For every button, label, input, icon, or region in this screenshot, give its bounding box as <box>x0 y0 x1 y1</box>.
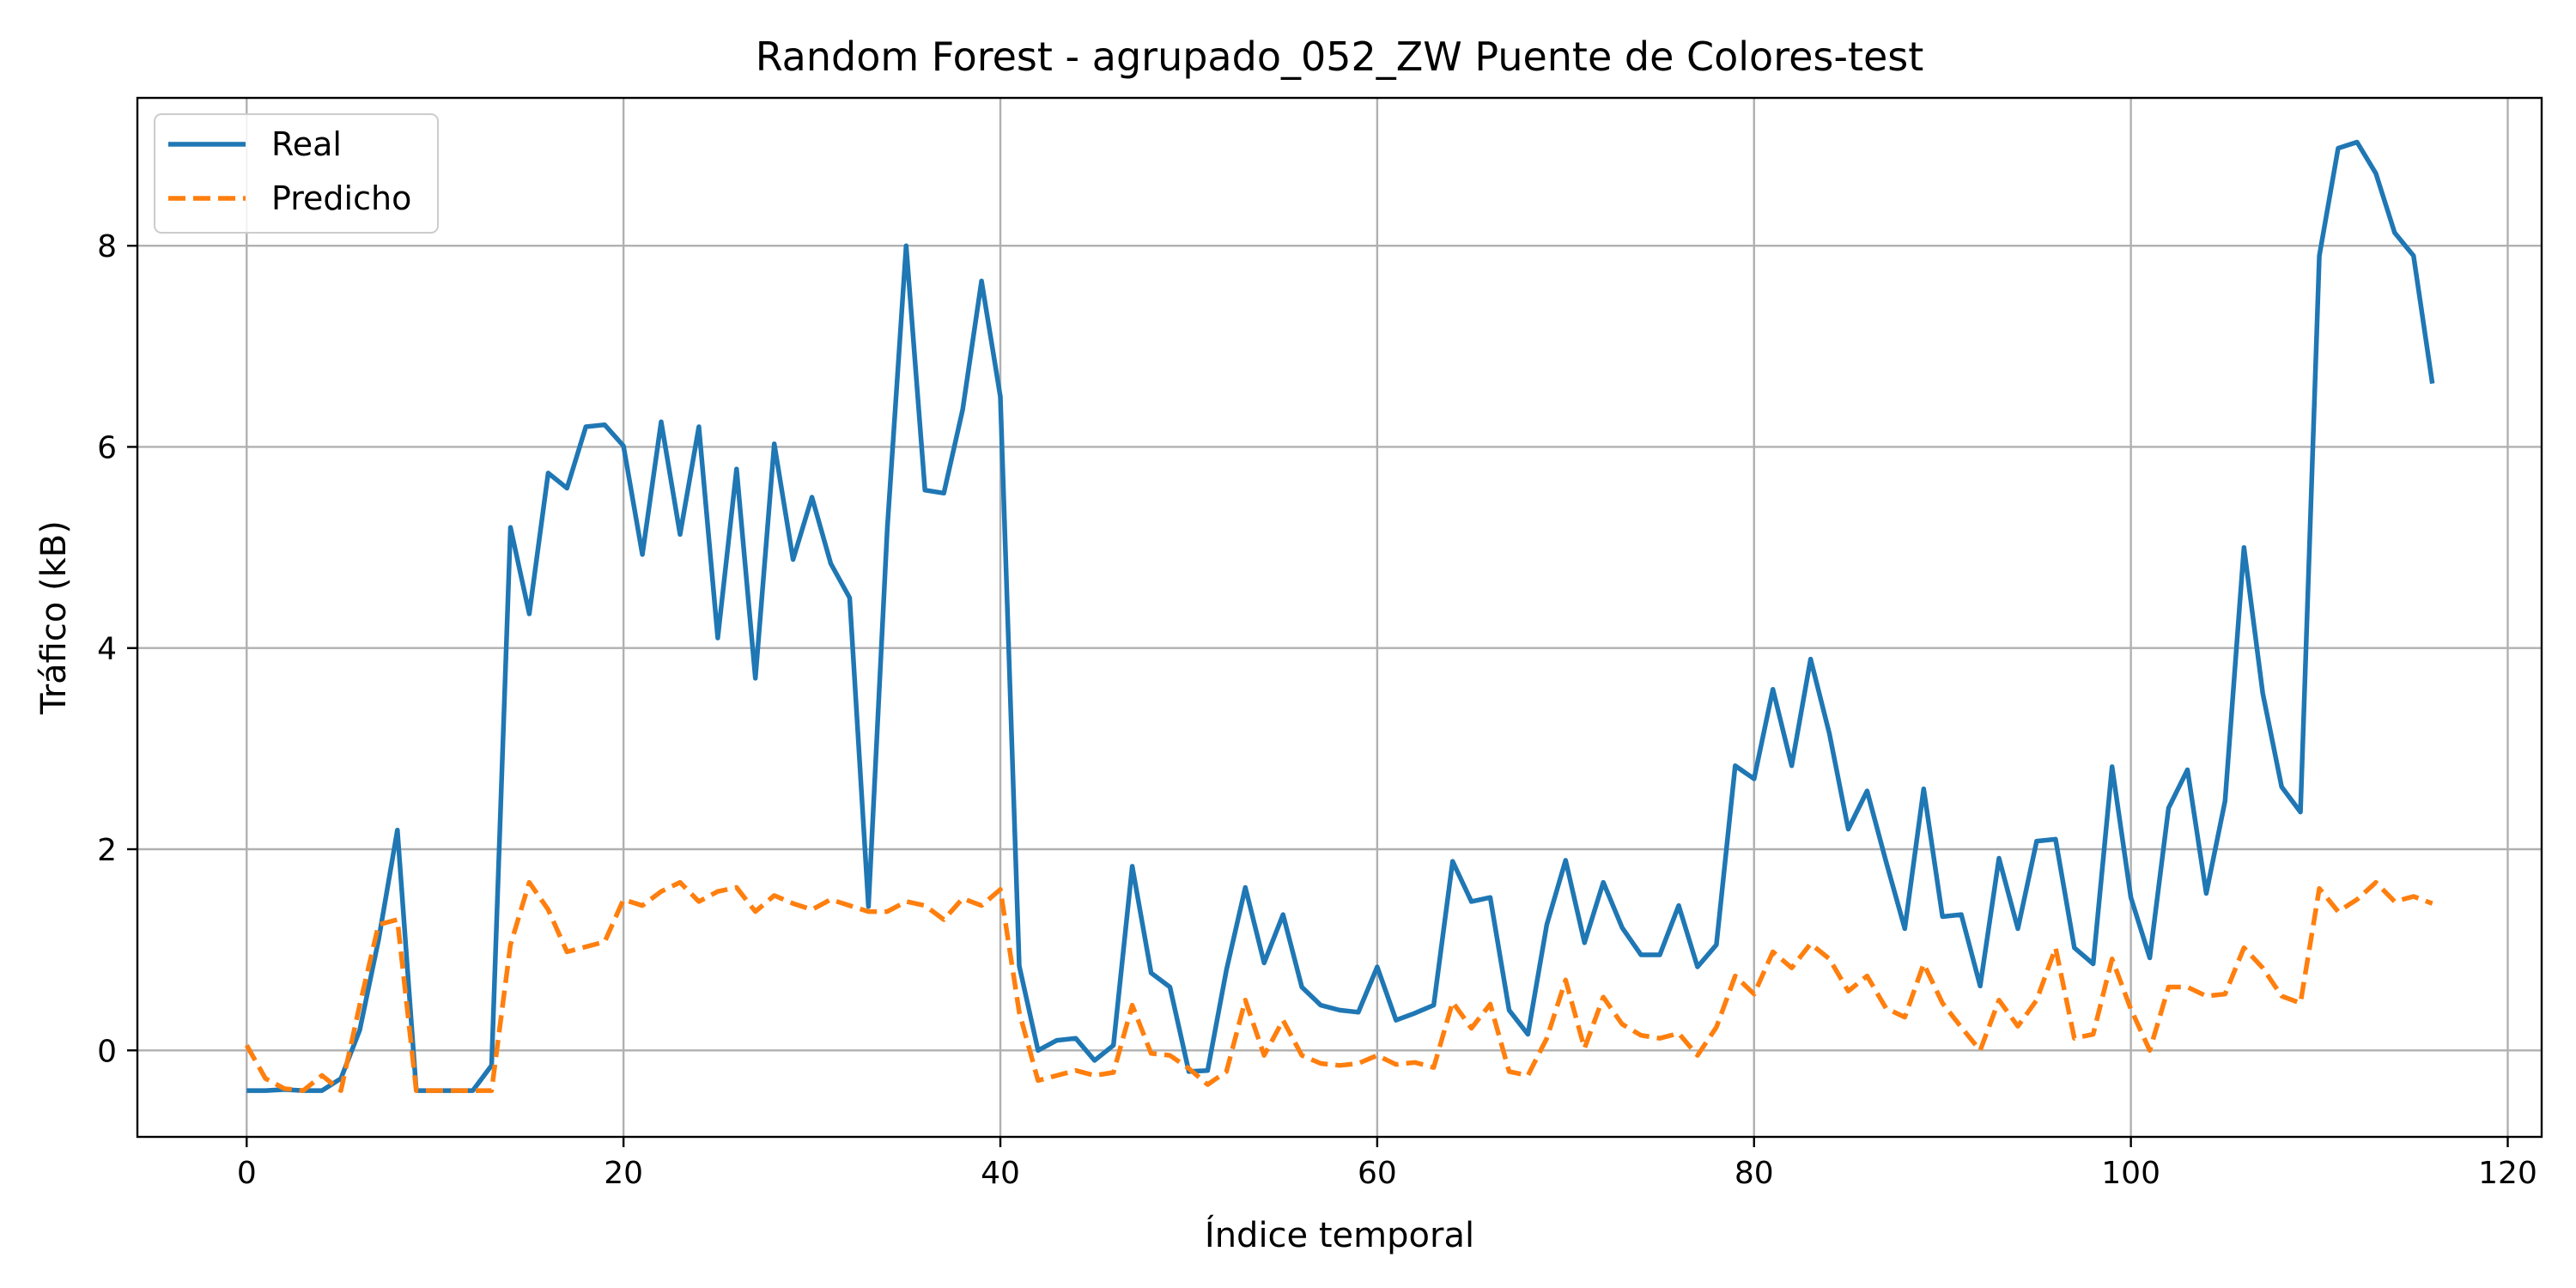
y-tick-label: 6 <box>97 430 117 465</box>
series-line-real <box>246 139 2435 1093</box>
plot-frame <box>136 96 2543 1139</box>
x-tick-label: 80 <box>1735 1156 1774 1191</box>
y-axis: 0 2 4 6 8 <box>97 229 137 1069</box>
x-axis-label: Índice temporal <box>1205 1214 1474 1255</box>
grid <box>137 98 2542 1137</box>
y-tick-label: 8 <box>97 229 117 264</box>
y-tick-label: 2 <box>97 833 117 868</box>
x-tick-label: 120 <box>2478 1156 2537 1191</box>
x-tick-label: 20 <box>604 1156 643 1191</box>
chart-title: Random Forest - agrupado_052_ZW Puente d… <box>756 33 1924 80</box>
legend: Real Predicho <box>154 113 439 234</box>
y-axis-label: Tráfico (kB) <box>34 520 74 715</box>
series-line-predicho <box>244 879 2433 1093</box>
x-tick-label: 40 <box>981 1156 1020 1191</box>
x-tick-label: 60 <box>1358 1156 1397 1191</box>
plot-lines <box>244 139 2435 1093</box>
y-tick-label: 0 <box>97 1034 117 1069</box>
legend-label-predicho: Predicho <box>271 179 411 217</box>
legend-label-real: Real <box>271 125 342 163</box>
y-tick-label: 4 <box>97 632 117 667</box>
x-tick-label: 0 <box>237 1156 257 1191</box>
x-tick-label: 100 <box>2101 1156 2160 1191</box>
x-axis: 0 20 40 60 80 100 120 <box>237 1137 2537 1191</box>
